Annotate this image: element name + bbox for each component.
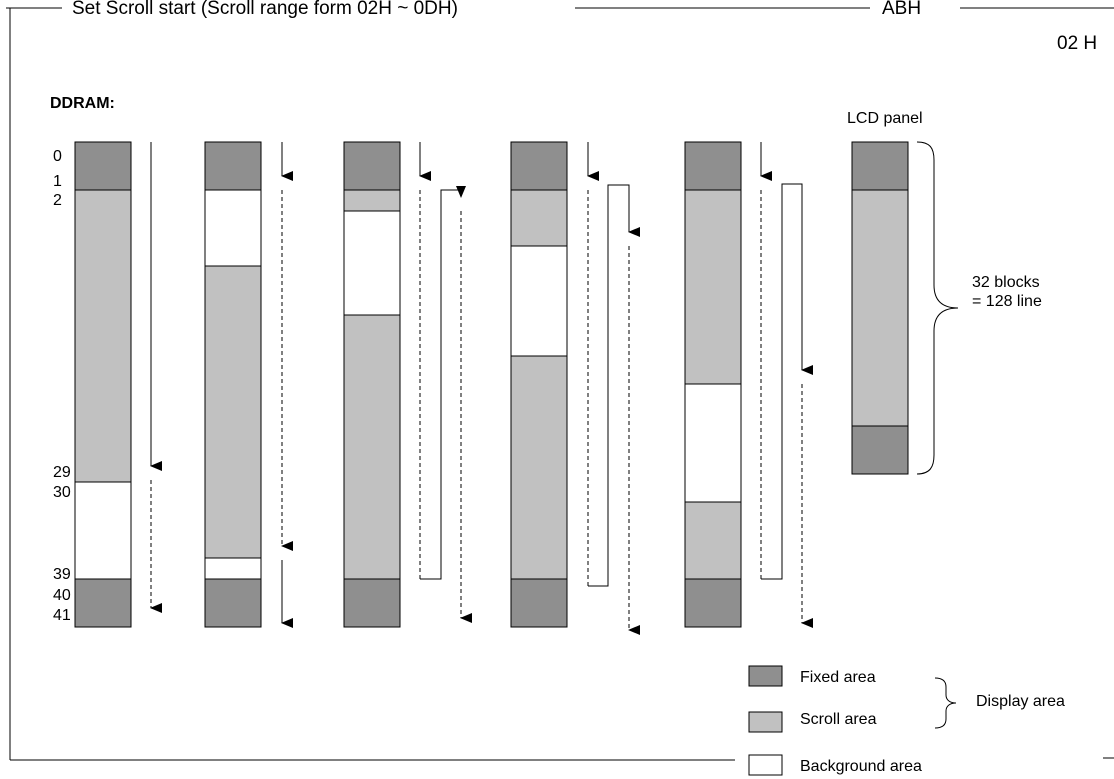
row-label-29: 29 xyxy=(53,464,71,481)
lcd-panel-title: LCD panel xyxy=(847,110,923,127)
lcd-brace-label-line1: 32 blocks xyxy=(972,274,1040,291)
lcd-brace-label: 32 blocks = 128 line xyxy=(972,273,1042,311)
legend-background-swatch xyxy=(748,754,783,776)
legend-fixed-label: Fixed area xyxy=(800,669,876,686)
row-label-30: 30 xyxy=(53,484,71,501)
row-label-40: 40 xyxy=(53,587,71,604)
header-value: 02 H xyxy=(1057,33,1098,54)
legend-fixed-swatch xyxy=(748,665,783,687)
frame-lines xyxy=(6,7,1114,761)
ddram-column-2 xyxy=(204,141,293,628)
lcd-brace-label-line2: = 128 line xyxy=(972,293,1042,310)
ddram-label: DDRAM: xyxy=(50,95,115,112)
row-label-41: 41 xyxy=(53,607,71,624)
legend-display-area-label: Display area xyxy=(976,693,1065,710)
legend-brace xyxy=(934,677,957,729)
lcd-brace xyxy=(916,141,959,475)
ddram-column-4 xyxy=(510,141,640,635)
row-label-1: 1 xyxy=(53,173,62,190)
ddram-column-5 xyxy=(684,141,813,628)
row-label-39: 39 xyxy=(53,566,71,583)
legend-scroll-swatch xyxy=(748,711,783,733)
row-label-2: 2 xyxy=(53,192,62,209)
header-title: Set Scroll start (Scroll range form 02H … xyxy=(72,0,458,19)
lcd-panel xyxy=(851,141,909,475)
row-label-0: 0 xyxy=(53,148,62,165)
legend-background-label: Background area xyxy=(800,758,922,775)
ddram-column-1 xyxy=(74,141,162,628)
legend-scroll-label: Scroll area xyxy=(800,711,877,728)
ddram-column-3 xyxy=(343,141,472,628)
header-code: ABH xyxy=(882,0,922,19)
